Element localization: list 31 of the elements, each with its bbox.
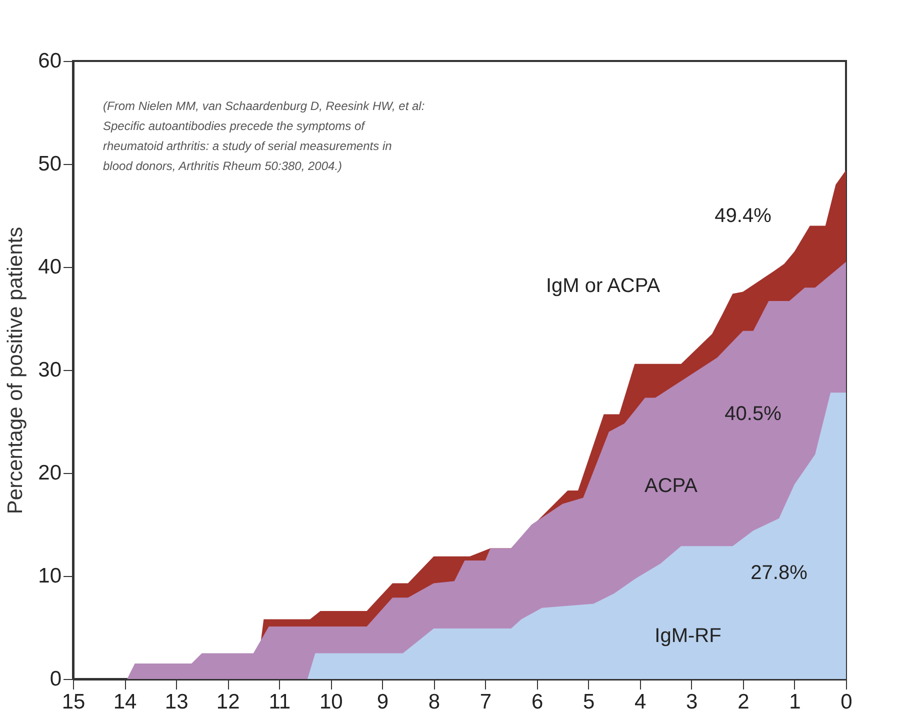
y-tick-label: 30 [38, 358, 62, 382]
x-tick-label: 10 [319, 690, 343, 714]
x-tick-label: 1 [789, 690, 801, 714]
annotation: IgM-RF [654, 625, 722, 647]
y-axis-title: Percentage of positive patients [4, 226, 28, 514]
y-tick-label: 20 [38, 462, 62, 484]
y-tick-label: 0 [50, 668, 62, 690]
annotation: ACPA [644, 475, 698, 497]
annotation: (From Nielen MM, van Schaardenburg D, Reesink HW, et al: Specific autoantibodies precede the symptoms of rheumatoid arthritis: a study of serial measurements in blood donors, Arthritis Rheum 50:380, 2004.) [103, 99, 425, 173]
x-tick-label: 8 [428, 690, 440, 714]
y-tick-label: 50 [38, 152, 62, 176]
x-tick-label: 0 [840, 690, 852, 714]
annotation: IgM or ACPA [546, 275, 661, 297]
x-tick-label: 14 [113, 690, 138, 714]
y-tick-label: 60 [38, 50, 62, 72]
x-tick-label: 7 [480, 690, 492, 714]
x-tick-label: 4 [634, 690, 647, 714]
y-tick-label: 10 [38, 564, 62, 588]
annotation: 40.5% [724, 403, 782, 425]
x-tick-label: 5 [582, 690, 595, 714]
x-tick-label: 11 [268, 690, 291, 714]
x-tick-label: 15 [62, 690, 86, 714]
x-tick-label: 9 [376, 690, 389, 714]
annotation: 49.4% [714, 205, 772, 227]
x-tick-label: 12 [216, 690, 240, 714]
x-tick-label: 2 [738, 690, 750, 714]
x-tick-label: 13 [164, 690, 188, 714]
annotation: 27.8% [750, 562, 808, 584]
x-tick-label: 6 [531, 690, 544, 714]
x-tick-label: 3 [686, 690, 698, 714]
y-tick-label: 40 [38, 256, 62, 278]
